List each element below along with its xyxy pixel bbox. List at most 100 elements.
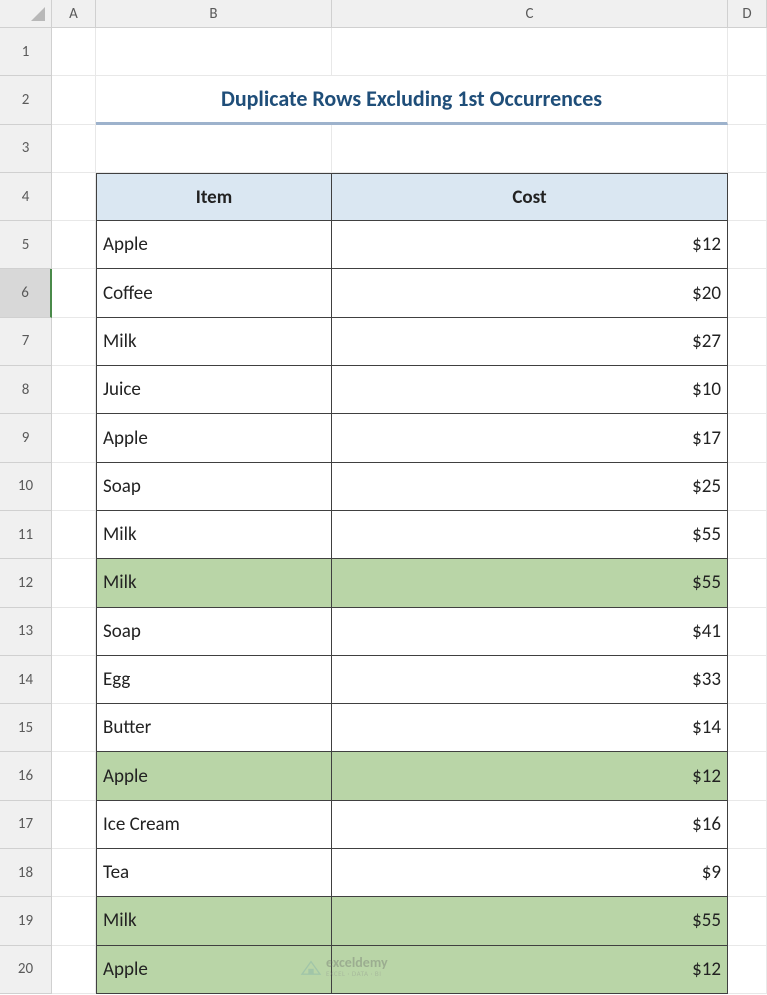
row-header-5[interactable]: 5 bbox=[0, 221, 52, 269]
cell-D16[interactable] bbox=[728, 752, 767, 800]
cost-cell[interactable]: $16 bbox=[332, 801, 728, 849]
cell-A5[interactable] bbox=[52, 221, 96, 269]
cell-A16[interactable] bbox=[52, 752, 96, 800]
cell-A12[interactable] bbox=[52, 559, 96, 607]
cell-D13[interactable] bbox=[728, 608, 767, 656]
cell-A20[interactable] bbox=[52, 946, 96, 994]
cost-cell[interactable]: $41 bbox=[332, 608, 728, 656]
cell-A10[interactable] bbox=[52, 463, 96, 511]
cost-cell[interactable]: $55 bbox=[332, 897, 728, 945]
item-cell[interactable]: Butter bbox=[96, 704, 332, 752]
cell-B3[interactable] bbox=[96, 125, 332, 173]
cost-cell[interactable]: $12 bbox=[332, 221, 728, 269]
item-cell[interactable]: Milk bbox=[96, 318, 332, 366]
item-cell[interactable]: Coffee bbox=[96, 269, 332, 317]
cost-cell[interactable]: $12 bbox=[332, 752, 728, 800]
cell-D2[interactable] bbox=[728, 76, 767, 124]
cell-D18[interactable] bbox=[728, 849, 767, 897]
col-header-C[interactable]: C bbox=[332, 0, 728, 28]
row-header-3[interactable]: 3 bbox=[0, 125, 52, 173]
row-header-19[interactable]: 19 bbox=[0, 897, 52, 945]
cost-cell[interactable]: $17 bbox=[332, 414, 728, 462]
cell-B1[interactable] bbox=[96, 28, 332, 76]
item-cell[interactable]: Apple bbox=[96, 414, 332, 462]
cell-A1[interactable] bbox=[52, 28, 96, 76]
row-header-9[interactable]: 9 bbox=[0, 414, 52, 462]
row-header-12[interactable]: 12 bbox=[0, 559, 52, 607]
row-header-16[interactable]: 16 bbox=[0, 752, 52, 800]
item-cell[interactable]: Egg bbox=[96, 656, 332, 704]
cost-cell[interactable]: $25 bbox=[332, 463, 728, 511]
cell-D6[interactable] bbox=[728, 269, 767, 317]
select-all-corner[interactable] bbox=[0, 0, 52, 28]
cell-D19[interactable] bbox=[728, 897, 767, 945]
cell-D15[interactable] bbox=[728, 704, 767, 752]
cell-A13[interactable] bbox=[52, 608, 96, 656]
table-header-item[interactable]: Item bbox=[96, 173, 332, 221]
cell-D7[interactable] bbox=[728, 318, 767, 366]
cell-A15[interactable] bbox=[52, 704, 96, 752]
row-header-2[interactable]: 2 bbox=[0, 76, 52, 124]
item-cell[interactable]: Soap bbox=[96, 608, 332, 656]
table-header-cost[interactable]: Cost bbox=[332, 173, 728, 221]
item-cell[interactable]: Tea bbox=[96, 849, 332, 897]
cell-A7[interactable] bbox=[52, 318, 96, 366]
cell-D4[interactable] bbox=[728, 173, 767, 221]
cell-A2[interactable] bbox=[52, 76, 96, 124]
cell-D9[interactable] bbox=[728, 414, 767, 462]
cost-cell[interactable]: $14 bbox=[332, 704, 728, 752]
row-header-8[interactable]: 8 bbox=[0, 366, 52, 414]
cell-A3[interactable] bbox=[52, 125, 96, 173]
cell-D17[interactable] bbox=[728, 801, 767, 849]
cost-cell[interactable]: $55 bbox=[332, 559, 728, 607]
item-cell[interactable]: Soap bbox=[96, 463, 332, 511]
cell-D8[interactable] bbox=[728, 366, 767, 414]
row-header-17[interactable]: 17 bbox=[0, 801, 52, 849]
item-cell[interactable]: Apple bbox=[96, 752, 332, 800]
row-header-11[interactable]: 11 bbox=[0, 511, 52, 559]
item-cell[interactable]: Ice Cream bbox=[96, 801, 332, 849]
cost-cell[interactable]: $10 bbox=[332, 366, 728, 414]
cell-A19[interactable] bbox=[52, 897, 96, 945]
row-header-15[interactable]: 15 bbox=[0, 704, 52, 752]
cost-cell[interactable]: $55 bbox=[332, 511, 728, 559]
cell-A17[interactable] bbox=[52, 801, 96, 849]
cell-C1[interactable] bbox=[332, 28, 728, 76]
title-cell[interactable]: Duplicate Rows Excluding 1st Occurrences bbox=[96, 76, 728, 124]
col-header-A[interactable]: A bbox=[52, 0, 96, 28]
cost-cell[interactable]: $20 bbox=[332, 269, 728, 317]
cell-D11[interactable] bbox=[728, 511, 767, 559]
cell-D3[interactable] bbox=[728, 125, 767, 173]
row-header-1[interactable]: 1 bbox=[0, 28, 52, 76]
row-header-14[interactable]: 14 bbox=[0, 656, 52, 704]
row-header-6[interactable]: 6 bbox=[0, 269, 52, 317]
cell-D20[interactable] bbox=[728, 946, 767, 994]
item-cell[interactable]: Apple bbox=[96, 946, 332, 994]
cell-D10[interactable] bbox=[728, 463, 767, 511]
cell-A4[interactable] bbox=[52, 173, 96, 221]
cell-D12[interactable] bbox=[728, 559, 767, 607]
cell-C3[interactable] bbox=[332, 125, 728, 173]
item-cell[interactable]: Milk bbox=[96, 559, 332, 607]
cell-A18[interactable] bbox=[52, 849, 96, 897]
row-header-18[interactable]: 18 bbox=[0, 849, 52, 897]
row-header-10[interactable]: 10 bbox=[0, 463, 52, 511]
item-cell[interactable]: Milk bbox=[96, 511, 332, 559]
cell-A9[interactable] bbox=[52, 414, 96, 462]
item-cell[interactable]: Juice bbox=[96, 366, 332, 414]
cost-cell[interactable]: $27 bbox=[332, 318, 728, 366]
row-header-7[interactable]: 7 bbox=[0, 318, 52, 366]
col-header-B[interactable]: B bbox=[96, 0, 332, 28]
cell-D14[interactable] bbox=[728, 656, 767, 704]
cell-D1[interactable] bbox=[728, 28, 767, 76]
cell-D5[interactable] bbox=[728, 221, 767, 269]
cell-A8[interactable] bbox=[52, 366, 96, 414]
col-header-D[interactable]: D bbox=[728, 0, 767, 28]
cost-cell[interactable]: $9 bbox=[332, 849, 728, 897]
cost-cell[interactable]: $12 bbox=[332, 946, 728, 994]
cell-A14[interactable] bbox=[52, 656, 96, 704]
row-header-4[interactable]: 4 bbox=[0, 173, 52, 221]
row-header-13[interactable]: 13 bbox=[0, 608, 52, 656]
cell-A11[interactable] bbox=[52, 511, 96, 559]
row-header-20[interactable]: 20 bbox=[0, 946, 52, 994]
